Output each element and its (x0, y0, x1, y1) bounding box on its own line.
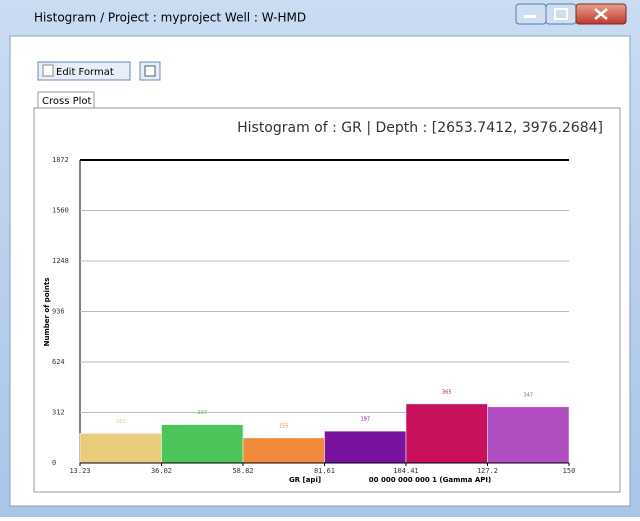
data-label: 347 (523, 392, 533, 398)
y-tick-label: 624 (52, 358, 65, 366)
x-axis-label: GR [api] (289, 476, 321, 484)
bar (405, 403, 488, 464)
bar (79, 433, 162, 464)
window-title: Histogram / Project : myproject Well : W… (34, 11, 306, 25)
y-tick-label: 936 (52, 308, 65, 316)
bar (242, 437, 325, 464)
y-tick-label: 1248 (52, 257, 69, 265)
data-label: 365 (442, 389, 452, 395)
edit-icon (42, 64, 54, 77)
bar (324, 430, 407, 464)
data-label: 237 (197, 410, 207, 416)
x-tick-label: 81.61 (314, 467, 335, 475)
bar (487, 406, 570, 464)
x-tick-label: 104.41 (393, 467, 418, 475)
copy-icon (144, 65, 156, 77)
maximize-icon (554, 8, 568, 20)
minimize-button[interactable] (515, 3, 547, 25)
edit-format-button[interactable] (37, 61, 131, 81)
data-label: 155 (279, 423, 289, 429)
x-tick-label: 13.23 (69, 467, 90, 475)
data-label: 197 (360, 417, 370, 423)
bar (161, 424, 244, 464)
edit-format-label: Edit Format (56, 67, 114, 78)
x-axis-sublabel: 00 000 000 000 1 (Gamma API) (369, 476, 491, 484)
chart-title: Histogram of : GR | Depth : [2653.7412, … (237, 120, 603, 136)
x-tick-label: 36.02 (151, 467, 172, 475)
y-axis-label: Number of points (43, 278, 51, 347)
close-icon (594, 8, 608, 20)
x-tick-label: 58.82 (232, 467, 253, 475)
data-label: 183 (116, 419, 126, 425)
x-tick-label: 127.2 (477, 467, 498, 475)
x-tick-label: 150 (563, 467, 576, 475)
y-tick-label: 1872 (52, 156, 69, 164)
y-tick-label: 312 (52, 409, 65, 417)
y-tick-label: 0 (52, 459, 56, 467)
tab-label: Cross Plot (42, 96, 92, 107)
maximize-button[interactable] (545, 3, 577, 25)
y-tick-label: 1560 (52, 207, 69, 215)
minimize-icon (524, 15, 536, 18)
